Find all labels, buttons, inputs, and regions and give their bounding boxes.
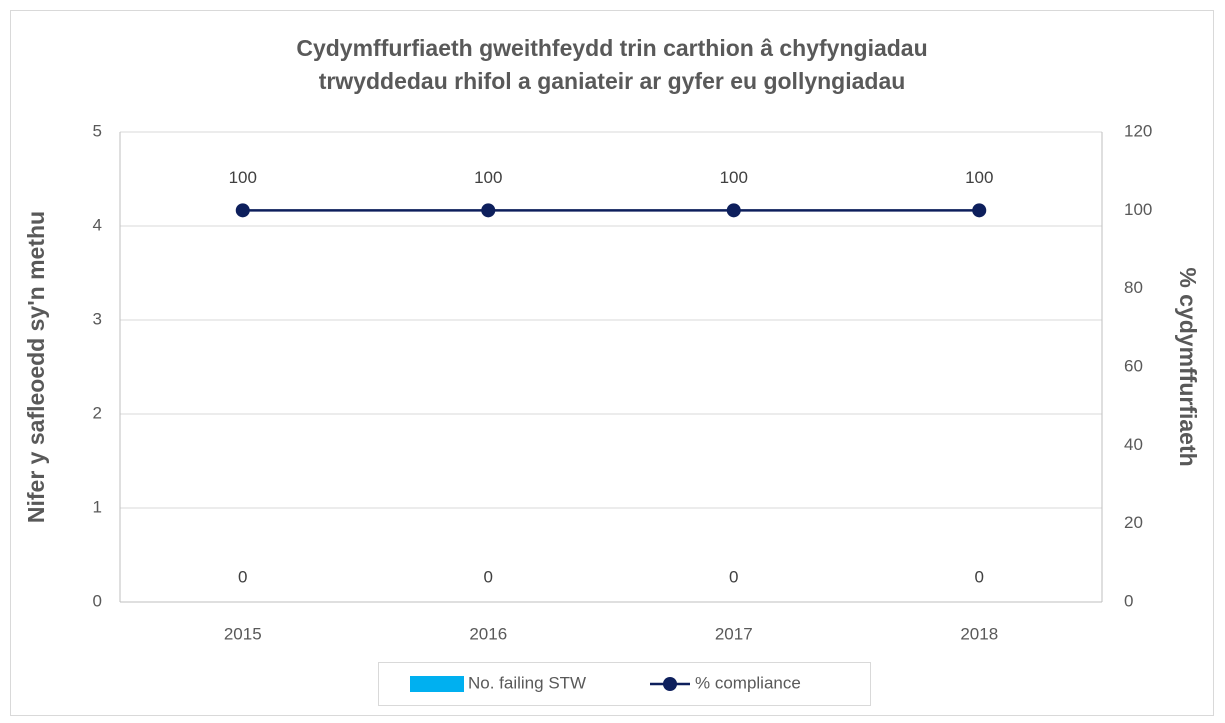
chart-border xyxy=(10,10,1214,716)
x-tick-label: 2017 xyxy=(715,624,753,643)
x-tick-label: 2018 xyxy=(960,624,998,643)
y2-tick-label: 0 xyxy=(1124,591,1133,610)
y2-tick-label: 60 xyxy=(1124,356,1143,375)
y2-tick-label: 80 xyxy=(1124,278,1143,297)
y-tick-label: 1 xyxy=(93,497,102,516)
y-tick-label: 2 xyxy=(93,403,102,422)
y-tick-label: 0 xyxy=(93,591,102,610)
marker xyxy=(481,203,496,218)
data-label: 100 xyxy=(474,168,502,187)
data-label: 0 xyxy=(975,567,984,586)
chart-title: trwyddedau rhifol a ganiateir ar gyfer e… xyxy=(319,68,906,94)
chart-title: Cydymffurfiaeth gweithfeydd trin carthio… xyxy=(296,35,927,61)
x-tick-label: 2016 xyxy=(469,624,507,643)
y-tick-label: 5 xyxy=(93,121,102,140)
marker xyxy=(235,203,250,218)
data-label: 0 xyxy=(484,567,493,586)
y2-tick-label: 120 xyxy=(1124,121,1152,140)
legend-label: % compliance xyxy=(695,673,801,692)
legend-marker xyxy=(663,677,677,691)
y-tick-label: 4 xyxy=(93,215,102,234)
y2-tick-label: 20 xyxy=(1124,513,1143,532)
data-label: 100 xyxy=(965,168,993,187)
y2-tick-label: 40 xyxy=(1124,435,1143,454)
legend-label: No. failing STW xyxy=(468,673,586,692)
marker xyxy=(726,203,741,218)
y-tick-label: 3 xyxy=(93,309,102,328)
data-label: 0 xyxy=(729,567,738,586)
data-label: 100 xyxy=(229,168,257,187)
data-label: 0 xyxy=(238,567,247,586)
y-axis-title: Nifer y safleoedd sy'n methu xyxy=(23,211,49,523)
x-tick-label: 2015 xyxy=(224,624,262,643)
y2-tick-label: 100 xyxy=(1124,200,1152,219)
y2-axis-title: % cydymffurfiaeth xyxy=(1175,267,1201,466)
legend-swatch xyxy=(410,676,464,692)
data-label: 100 xyxy=(720,168,748,187)
marker xyxy=(972,203,987,218)
